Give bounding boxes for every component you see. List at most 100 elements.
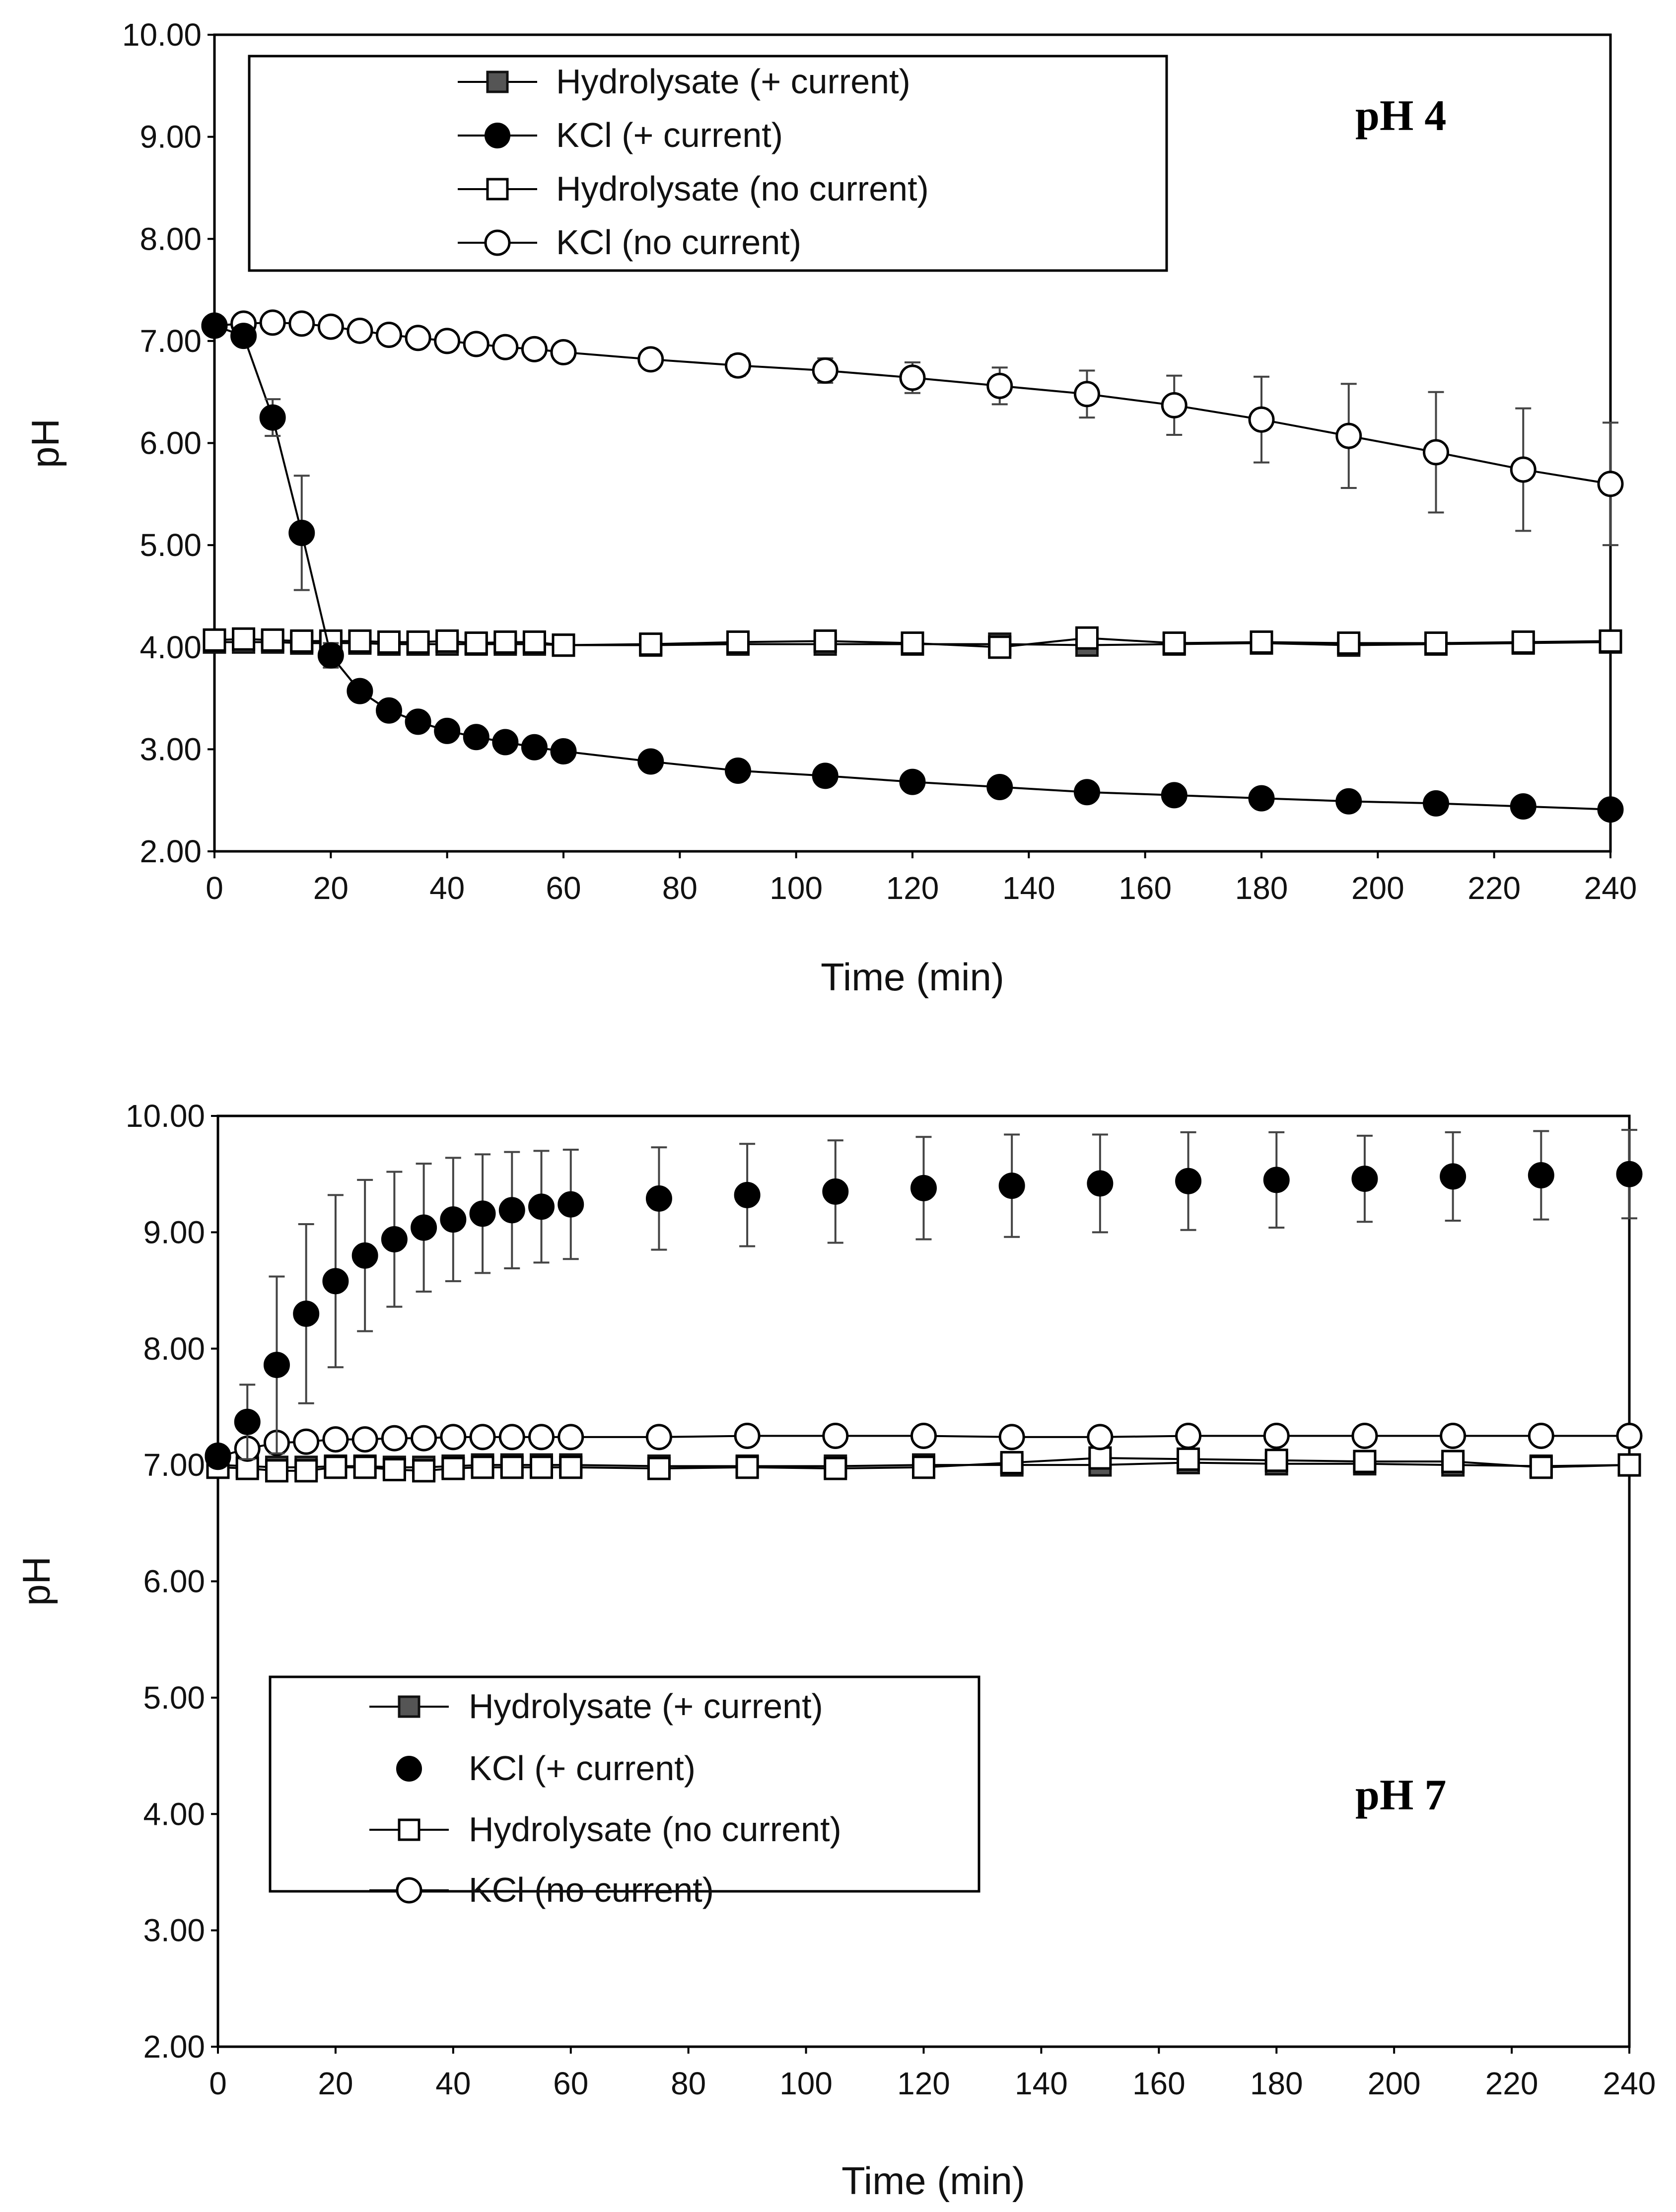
x-tick-label: 220 (1485, 2066, 1538, 2101)
data-point-square-open (232, 627, 256, 651)
y-tick-label: 4.00 (143, 1796, 205, 1832)
legend-label: KCl (+ current) (469, 1749, 696, 1788)
data-point-circle-open (558, 1424, 584, 1451)
data-point-circle-filled (234, 1408, 261, 1435)
data-point-circle-open (1335, 422, 1362, 449)
series-circle-open (201, 309, 1624, 547)
data-point-circle-filled (411, 1214, 437, 1241)
data-point-circle-open (1263, 1423, 1290, 1450)
series-circle-open (205, 1423, 1643, 1470)
data-point-square-open (471, 1455, 494, 1479)
x-tick-label: 240 (1584, 870, 1637, 906)
data-point-circle-filled (498, 1197, 525, 1224)
legend-marker-square-open-icon (486, 178, 509, 201)
data-point-square-open (290, 629, 314, 653)
data-point-square-open (1250, 630, 1273, 654)
data-point-circle-filled (322, 1268, 349, 1295)
x-tick-label: 140 (1015, 2066, 1068, 2101)
data-point-square-open (647, 1456, 671, 1480)
data-point-circle-filled (558, 1191, 584, 1218)
data-point-circle-filled (822, 1178, 849, 1205)
y-tick-label: 7.00 (143, 1447, 205, 1483)
data-point-circle-filled (1597, 796, 1624, 823)
y-tick-label: 10.00 (126, 1098, 205, 1134)
data-point-square-open (530, 1455, 554, 1479)
data-point-square-open (522, 630, 546, 654)
series-square-open (206, 1446, 1641, 1483)
data-point-square-open (412, 1459, 436, 1483)
data-point-circle-filled (910, 1175, 937, 1201)
data-point-circle-filled (1510, 793, 1536, 820)
data-point-circle-open (376, 322, 402, 348)
legend-marker-circle-filled-icon (485, 123, 510, 148)
legend-label: Hydrolysate (+ current) (469, 1687, 823, 1726)
data-point-circle-filled (734, 1181, 761, 1208)
data-point-square-open (1599, 629, 1622, 653)
y-axis-ticks: 2.00 3.00 4.00 5.00 6.00 7.00 8.00 9.00 10.00 (126, 1098, 218, 2065)
data-point-circle-open (528, 1424, 555, 1451)
data-point-circle-filled (1528, 1162, 1554, 1189)
y-tick-label: 9.00 (140, 119, 202, 155)
data-point-circle-filled (1351, 1166, 1378, 1192)
data-point-circle-open (440, 1424, 467, 1451)
x-axis-title: Time (min) (821, 955, 1004, 999)
data-point-circle-filled (405, 708, 431, 735)
data-point-circle-open (1597, 471, 1624, 497)
data-point-circle-open (1423, 439, 1449, 466)
data-point-square-open (552, 633, 575, 657)
data-point-square-open (435, 629, 459, 653)
data-point-circle-filled (347, 678, 373, 704)
data-point-square-open (988, 635, 1012, 659)
data-point-circle-filled (550, 738, 577, 764)
x-tick-label: 60 (553, 2066, 588, 2101)
data-point-circle-filled (1087, 1170, 1114, 1197)
y-axis-title: pH (23, 418, 67, 468)
legend-marker-circle-open-icon (396, 1877, 422, 1904)
data-point-circle-open (434, 328, 461, 354)
data-point-circle-open (293, 1428, 320, 1455)
data-point-circle-filled (259, 404, 286, 431)
data-point-circle-filled (201, 312, 228, 339)
data-point-circle-filled (1248, 785, 1275, 812)
data-point-circle-filled (205, 1442, 231, 1469)
data-point-square-open (324, 1455, 348, 1479)
data-point-square-open (1337, 631, 1361, 655)
data-point-square-open (261, 628, 284, 652)
x-tick-label: 200 (1368, 2066, 1421, 2101)
data-point-circle-open (1087, 1424, 1114, 1451)
data-point-circle-open (637, 346, 664, 373)
x-axis-title: Time (min) (841, 2159, 1025, 2203)
data-point-circle-filled (376, 697, 402, 724)
data-point-circle-filled (230, 323, 257, 349)
data-point-square-open (639, 632, 663, 656)
data-point-square-open (353, 1455, 377, 1479)
data-point-square-open (1162, 631, 1186, 655)
legend-label: Hydrolysate (no current) (556, 169, 929, 208)
data-point-circle-open (812, 357, 838, 384)
data-point-square-open (1441, 1450, 1465, 1473)
data-point-circle-open (1248, 406, 1275, 433)
x-axis-ticks: 0 20 40 60 80 100 120 140 160 180 200 220 240 (206, 851, 1637, 906)
series-square-open (203, 626, 1622, 659)
y-tick-label: 3.00 (140, 731, 202, 767)
data-point-circle-open (1175, 1423, 1202, 1450)
data-point-circle-open (469, 1424, 496, 1451)
data-point-circle-filled (492, 729, 519, 756)
data-point-circle-filled (725, 758, 751, 784)
data-point-circle-filled (381, 1226, 408, 1252)
data-point-circle-open (1161, 392, 1187, 418)
data-point-square-open (203, 628, 226, 652)
data-point-circle-filled (528, 1193, 555, 1220)
data-point-square-open (1617, 1453, 1641, 1477)
y-tick-label: 5.00 (140, 527, 202, 563)
y-tick-label: 4.00 (140, 629, 202, 665)
x-tick-label: 120 (886, 870, 939, 906)
plot-marks (205, 1129, 1643, 1483)
y-tick-label: 5.00 (143, 1680, 205, 1716)
data-point-circle-open (521, 336, 548, 362)
data-point-circle-open (645, 1424, 672, 1451)
data-point-square-open (377, 630, 401, 654)
data-point-circle-open (288, 310, 315, 337)
data-point-circle-open (734, 1423, 761, 1450)
